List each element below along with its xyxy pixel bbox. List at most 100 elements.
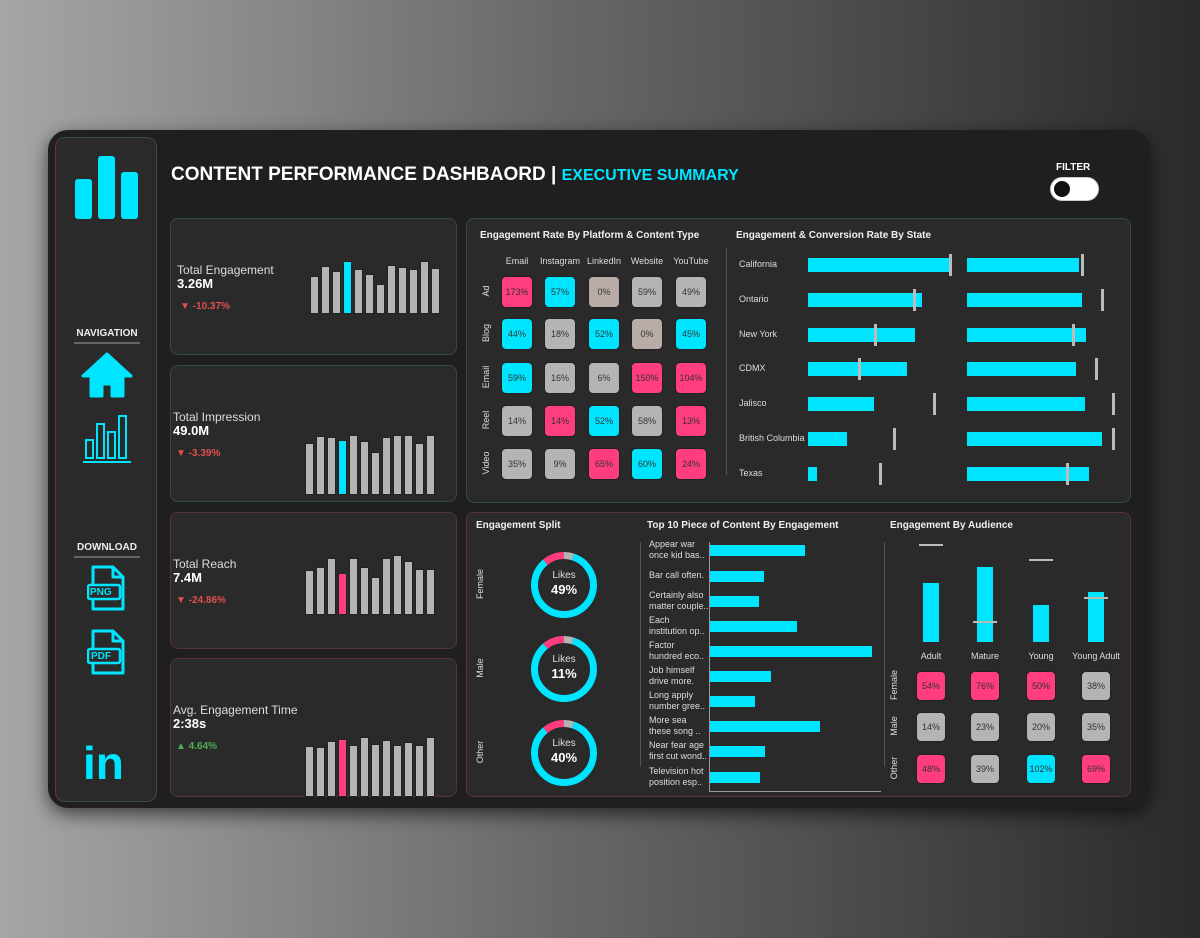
content-bar[interactable]: [710, 772, 760, 783]
sparkline-bar: [338, 572, 347, 615]
heatmap-cell[interactable]: 24%: [675, 448, 707, 480]
heatmap-cell[interactable]: 65%: [588, 448, 620, 480]
sparkline-bar: [365, 274, 374, 314]
heatmap-cell[interactable]: 52%: [588, 318, 620, 350]
audience-cell[interactable]: 20%: [1026, 712, 1056, 742]
heatmap-cell[interactable]: 49%: [675, 276, 707, 308]
conversion-target-marker: [1111, 393, 1115, 415]
audience-cell[interactable]: 102%: [1026, 754, 1056, 784]
engagement-bar[interactable]: [808, 432, 847, 446]
heatmap-cell[interactable]: 59%: [501, 362, 533, 394]
content-label: Long apply number gree..: [649, 690, 709, 712]
audience-bar[interactable]: [977, 567, 993, 642]
heatmap-cell[interactable]: 173%: [501, 276, 533, 308]
engagement-bar[interactable]: [808, 293, 923, 307]
donut-chart[interactable]: [529, 550, 599, 620]
heatmap-cell[interactable]: 0%: [588, 276, 620, 308]
heatmap-cell[interactable]: 9%: [544, 448, 576, 480]
heatmap-cell[interactable]: 0%: [631, 318, 663, 350]
bar-chart-icon[interactable]: [82, 414, 132, 466]
engagement-target-marker: [948, 254, 952, 276]
heatmap-cell[interactable]: 57%: [544, 276, 576, 308]
heatmap-cell[interactable]: 44%: [501, 318, 533, 350]
engagement-bar[interactable]: [808, 467, 817, 481]
content-label: Each institution op..: [649, 615, 709, 637]
heatmap-cell[interactable]: 13%: [675, 405, 707, 437]
kpi-label: Total Engagement: [177, 263, 274, 277]
heatmap-cell[interactable]: 14%: [501, 405, 533, 437]
audience-cell[interactable]: 48%: [916, 754, 946, 784]
audience-bar[interactable]: [1033, 604, 1049, 642]
heatmap-cell[interactable]: 52%: [588, 405, 620, 437]
content-label-line: drive more.: [649, 676, 695, 686]
donut-chart[interactable]: [529, 634, 599, 704]
content-label-line: once kid bas..: [649, 550, 705, 560]
engagement-bar[interactable]: [808, 328, 916, 342]
audience-cell[interactable]: 14%: [916, 712, 946, 742]
content-bar[interactable]: [710, 621, 797, 632]
conversion-bar[interactable]: [967, 362, 1076, 376]
content-bar[interactable]: [710, 671, 772, 682]
donut-metric: Likes: [552, 570, 576, 581]
content-bar[interactable]: [710, 571, 764, 582]
content-bar[interactable]: [710, 545, 806, 556]
audience-bar[interactable]: [923, 582, 939, 642]
content-label: Appear war once kid bas..: [649, 539, 709, 561]
heatmap-cell[interactable]: 35%: [501, 448, 533, 480]
audience-cell[interactable]: 50%: [1026, 671, 1056, 701]
heatmap-cell[interactable]: 58%: [631, 405, 663, 437]
sparkline-bar: [338, 739, 347, 797]
x-axis: [709, 791, 881, 792]
donut-chart[interactable]: [529, 718, 599, 788]
heatmap-cell[interactable]: 16%: [544, 362, 576, 394]
conversion-bar[interactable]: [967, 258, 1079, 272]
audience-title: Engagement By Audience: [890, 520, 1013, 531]
audience-cell[interactable]: 39%: [970, 754, 1000, 784]
engagement-split-title: Engagement Split: [476, 520, 561, 531]
linkedin-icon[interactable]: in: [83, 737, 124, 789]
content-bar[interactable]: [710, 696, 755, 707]
heatmap-cell[interactable]: 14%: [544, 405, 576, 437]
audience-cell[interactable]: 23%: [970, 712, 1000, 742]
content-bar[interactable]: [710, 746, 766, 757]
sparkline-bar: [426, 736, 435, 797]
png-download-button[interactable]: PNG: [86, 565, 127, 613]
audience-cell[interactable]: 69%: [1081, 754, 1111, 784]
conversion-bar[interactable]: [967, 397, 1085, 411]
conversion-target-marker: [1071, 324, 1075, 346]
engagement-bar[interactable]: [808, 397, 874, 411]
heatmap-cell[interactable]: 45%: [675, 318, 707, 350]
heatmap-cell[interactable]: 104%: [675, 362, 707, 394]
audience-cell[interactable]: 35%: [1081, 712, 1111, 742]
audience-cell[interactable]: 38%: [1081, 671, 1111, 701]
content-bar[interactable]: [710, 646, 872, 657]
conversion-bar[interactable]: [967, 328, 1087, 342]
content-bar[interactable]: [710, 721, 821, 732]
audience-cell[interactable]: 76%: [970, 671, 1000, 701]
content-label: Bar call often.: [649, 570, 709, 581]
heatmap-cell[interactable]: 60%: [631, 448, 663, 480]
conversion-bar[interactable]: [967, 432, 1103, 446]
engagement-bar[interactable]: [808, 258, 950, 272]
audience-target-marker: [919, 543, 943, 546]
heatmap-cell[interactable]: 18%: [544, 318, 576, 350]
heatmap-cell[interactable]: 150%: [631, 362, 663, 394]
content-bar[interactable]: [710, 596, 759, 607]
home-icon[interactable]: [80, 350, 134, 400]
sparkline-bar: [305, 746, 314, 797]
content-label-line: Long apply: [649, 690, 694, 700]
pdf-download-button[interactable]: PDF: [86, 629, 127, 677]
sparkline-bar: [404, 434, 413, 495]
audience-cell[interactable]: 54%: [916, 671, 946, 701]
conversion-bar[interactable]: [967, 293, 1082, 307]
engagement-bar[interactable]: [808, 362, 907, 376]
conversion-bar[interactable]: [967, 467, 1089, 481]
filter-toggle[interactable]: [1050, 177, 1099, 201]
divider: [726, 248, 727, 475]
conversion-target-marker: [1095, 358, 1099, 380]
sparkline-bar: [321, 265, 330, 314]
donut-segment-cyan: [531, 552, 597, 618]
heatmap-cell[interactable]: 6%: [588, 362, 620, 394]
heatmap-cell[interactable]: 59%: [631, 276, 663, 308]
audience-bar[interactable]: [1088, 592, 1104, 642]
